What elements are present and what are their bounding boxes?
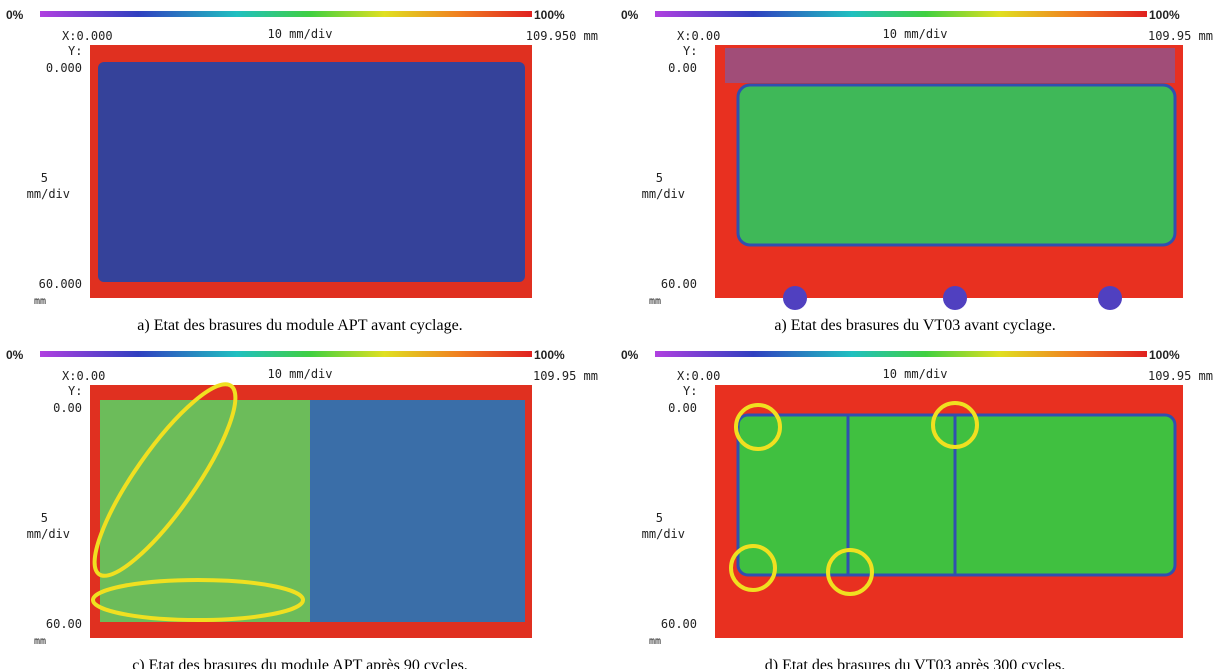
scan-hole [1098, 286, 1122, 310]
y-scale-value: 5 [656, 171, 663, 185]
panel: 0% 100% X:0.00 10 mm/div 109.95 mm Y: 0.00 5 mm/… [621, 8, 1213, 334]
scale-min: 0% [6, 8, 24, 22]
scan-area [310, 400, 525, 622]
scale-max: 100% [534, 348, 565, 362]
scale-max: 100% [1149, 8, 1180, 22]
x-origin: X:0.00 [62, 369, 105, 383]
scan-band [725, 48, 1175, 83]
y-end-unit: mm [649, 636, 661, 647]
x-origin: X:0.000 [62, 29, 113, 43]
y-end-unit: mm [34, 296, 46, 307]
highlight [729, 544, 777, 592]
y-scale-unit: mm/div [642, 527, 685, 541]
y-axis: Y: [683, 44, 697, 58]
y-end: 60.00 [661, 617, 697, 631]
y-scale-unit: mm/div [642, 187, 685, 201]
y-origin: 0.00 [53, 401, 82, 415]
x-end: 109.95 mm [1148, 369, 1213, 383]
scan-hole [943, 286, 967, 310]
scale-min: 0% [6, 348, 24, 362]
y-origin: 0.00 [668, 401, 697, 415]
scale-min: 0% [621, 348, 639, 362]
y-scale-unit: mm/div [27, 187, 70, 201]
x-origin: X:0.00 [677, 29, 720, 43]
scan-hole [783, 286, 807, 310]
y-origin: 0.000 [46, 61, 82, 75]
x-scale: 10 mm/div [267, 367, 332, 381]
panel: 0% 100% X:0.000 10 mm/div 109.950 mm Y: 0.000 5… [6, 8, 598, 334]
caption: a) Etat des brasures du VT03 avant cycla… [774, 317, 1055, 334]
color-bar [655, 351, 1147, 357]
x-end: 109.95 mm [533, 369, 598, 383]
highlight [826, 548, 874, 596]
caption: c) Etat des brasures du module APT après… [132, 657, 468, 669]
scale-min: 0% [621, 8, 639, 22]
x-scale: 10 mm/div [267, 27, 332, 41]
x-scale: 10 mm/div [882, 367, 947, 381]
panel: 0% 100% X:0.00 10 mm/div 109.95 mm Y: 0.00 5 mm/… [621, 348, 1213, 669]
caption: d) Etat des brasures du VT03 après 300 c… [765, 657, 1066, 669]
scan-area [98, 62, 525, 282]
highlight [931, 401, 979, 449]
y-axis: Y: [68, 384, 82, 398]
y-axis: Y: [68, 44, 82, 58]
scale-max: 100% [1149, 348, 1180, 362]
caption: a) Etat des brasures du module APT avant… [137, 317, 462, 334]
highlight [92, 382, 238, 578]
y-end: 60.000 [39, 277, 82, 291]
color-bar [40, 11, 532, 17]
y-end-unit: mm [34, 636, 46, 647]
y-scale-unit: mm/div [27, 527, 70, 541]
x-end: 109.950 mm [526, 29, 598, 43]
x-end: 109.95 mm [1148, 29, 1213, 43]
y-end-unit: mm [649, 296, 661, 307]
panel: 0% 100% X:0.00 10 mm/div 109.95 mm Y: 0.00 5 mm/… [6, 348, 598, 669]
y-origin: 0.00 [668, 61, 697, 75]
color-bar [40, 351, 532, 357]
color-bar [655, 11, 1147, 17]
highlight [734, 403, 782, 451]
highlight [91, 578, 305, 622]
x-scale: 10 mm/div [882, 27, 947, 41]
scan-area [736, 83, 1177, 247]
y-end: 60.00 [661, 277, 697, 291]
y-end: 60.00 [46, 617, 82, 631]
y-axis: Y: [683, 384, 697, 398]
y-scale-value: 5 [41, 171, 48, 185]
y-scale-value: 5 [656, 511, 663, 525]
y-scale-value: 5 [41, 511, 48, 525]
scale-max: 100% [534, 8, 565, 22]
x-origin: X:0.00 [677, 369, 720, 383]
